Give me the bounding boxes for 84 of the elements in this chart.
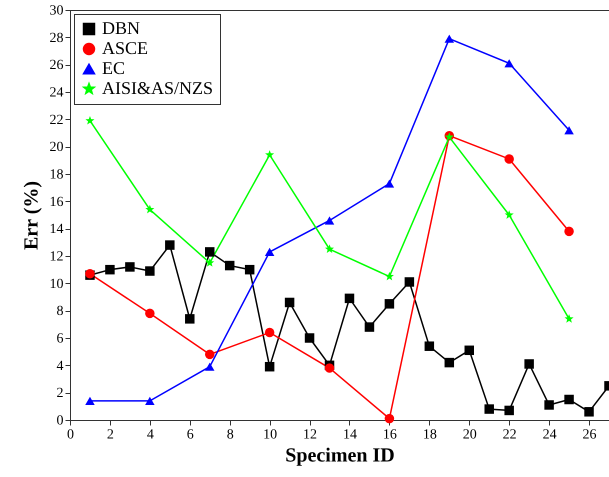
point (384, 299, 394, 309)
point (205, 247, 214, 257)
x-axis-title: Specimen ID (285, 444, 395, 466)
y-tick-label: 10 (50, 276, 64, 292)
legend-label: DBN (102, 18, 140, 38)
point (584, 407, 594, 417)
point (304, 333, 314, 343)
point (524, 359, 534, 369)
point (324, 216, 334, 225)
legend-label: AISI&AS/NZS (102, 78, 214, 98)
point (564, 394, 574, 404)
point (444, 34, 454, 43)
y-tick-label: 24 (50, 86, 64, 100)
point (145, 396, 155, 405)
point (244, 264, 254, 274)
point (325, 244, 334, 254)
point (404, 277, 414, 287)
x-tick-label: 16 (382, 428, 397, 442)
point (384, 414, 394, 424)
y-axis-title: Err (%) (20, 180, 42, 250)
point (265, 150, 274, 159)
x-tick-label: 20 (462, 428, 477, 442)
y-tick-label: 22 (50, 112, 64, 128)
x-tick-label: 6 (186, 428, 194, 442)
point (464, 346, 474, 356)
x-tick-label: 22 (502, 428, 517, 442)
y-tick-label: 28 (50, 30, 64, 46)
y-tick-label: 0 (56, 414, 64, 428)
legend-label: ASCE (102, 38, 148, 58)
y-tick-label: 14 (50, 222, 64, 238)
point (504, 210, 514, 219)
x-tick-label: 0 (67, 428, 74, 442)
point (264, 328, 274, 338)
point (85, 396, 95, 405)
point (284, 298, 294, 308)
y-tick-label: 6 (56, 332, 64, 346)
x-tick-label: 12 (303, 428, 318, 442)
x-tick-label: 26 (582, 428, 597, 442)
y-tick-label: 30 (50, 4, 64, 18)
y-tick-label: 26 (50, 58, 64, 74)
point (564, 226, 574, 236)
point (484, 404, 494, 414)
point (504, 406, 514, 416)
point (544, 400, 554, 410)
point (105, 264, 115, 274)
point (224, 260, 234, 270)
x-tick-label: 8 (226, 428, 234, 442)
point (384, 179, 394, 188)
y-tick-label: 18 (50, 168, 64, 182)
point (564, 126, 574, 134)
point (85, 116, 94, 125)
y-tick-label: 16 (50, 194, 64, 210)
point (145, 266, 155, 276)
point (145, 308, 155, 318)
x-tick-label: 2 (106, 428, 114, 442)
y-tick-label: 2 (56, 386, 64, 402)
point (145, 204, 154, 214)
point (364, 322, 374, 332)
x-tick-label: 10 (263, 428, 278, 442)
y-tick-label: 8 (56, 304, 64, 320)
x-tick-label: 4 (146, 428, 154, 442)
point (444, 358, 454, 368)
point (205, 350, 214, 360)
point (504, 154, 514, 164)
y-tick-label: 20 (50, 140, 64, 156)
point (205, 258, 214, 267)
x-tick-label: 24 (542, 428, 557, 442)
y-tick-label: 12 (50, 250, 64, 264)
point (564, 314, 574, 323)
point (344, 294, 354, 304)
x-tick-label: 14 (342, 428, 357, 442)
point (264, 248, 274, 256)
point (264, 362, 274, 372)
point (205, 362, 214, 371)
point (125, 262, 135, 272)
point (504, 59, 514, 68)
point (165, 240, 175, 250)
legend-label: EC (102, 58, 126, 78)
point (424, 341, 434, 351)
point (324, 363, 334, 373)
point (384, 272, 394, 280)
point (185, 314, 195, 324)
x-tick-label: 18 (422, 428, 437, 442)
y-tick-label: 4 (56, 358, 64, 374)
